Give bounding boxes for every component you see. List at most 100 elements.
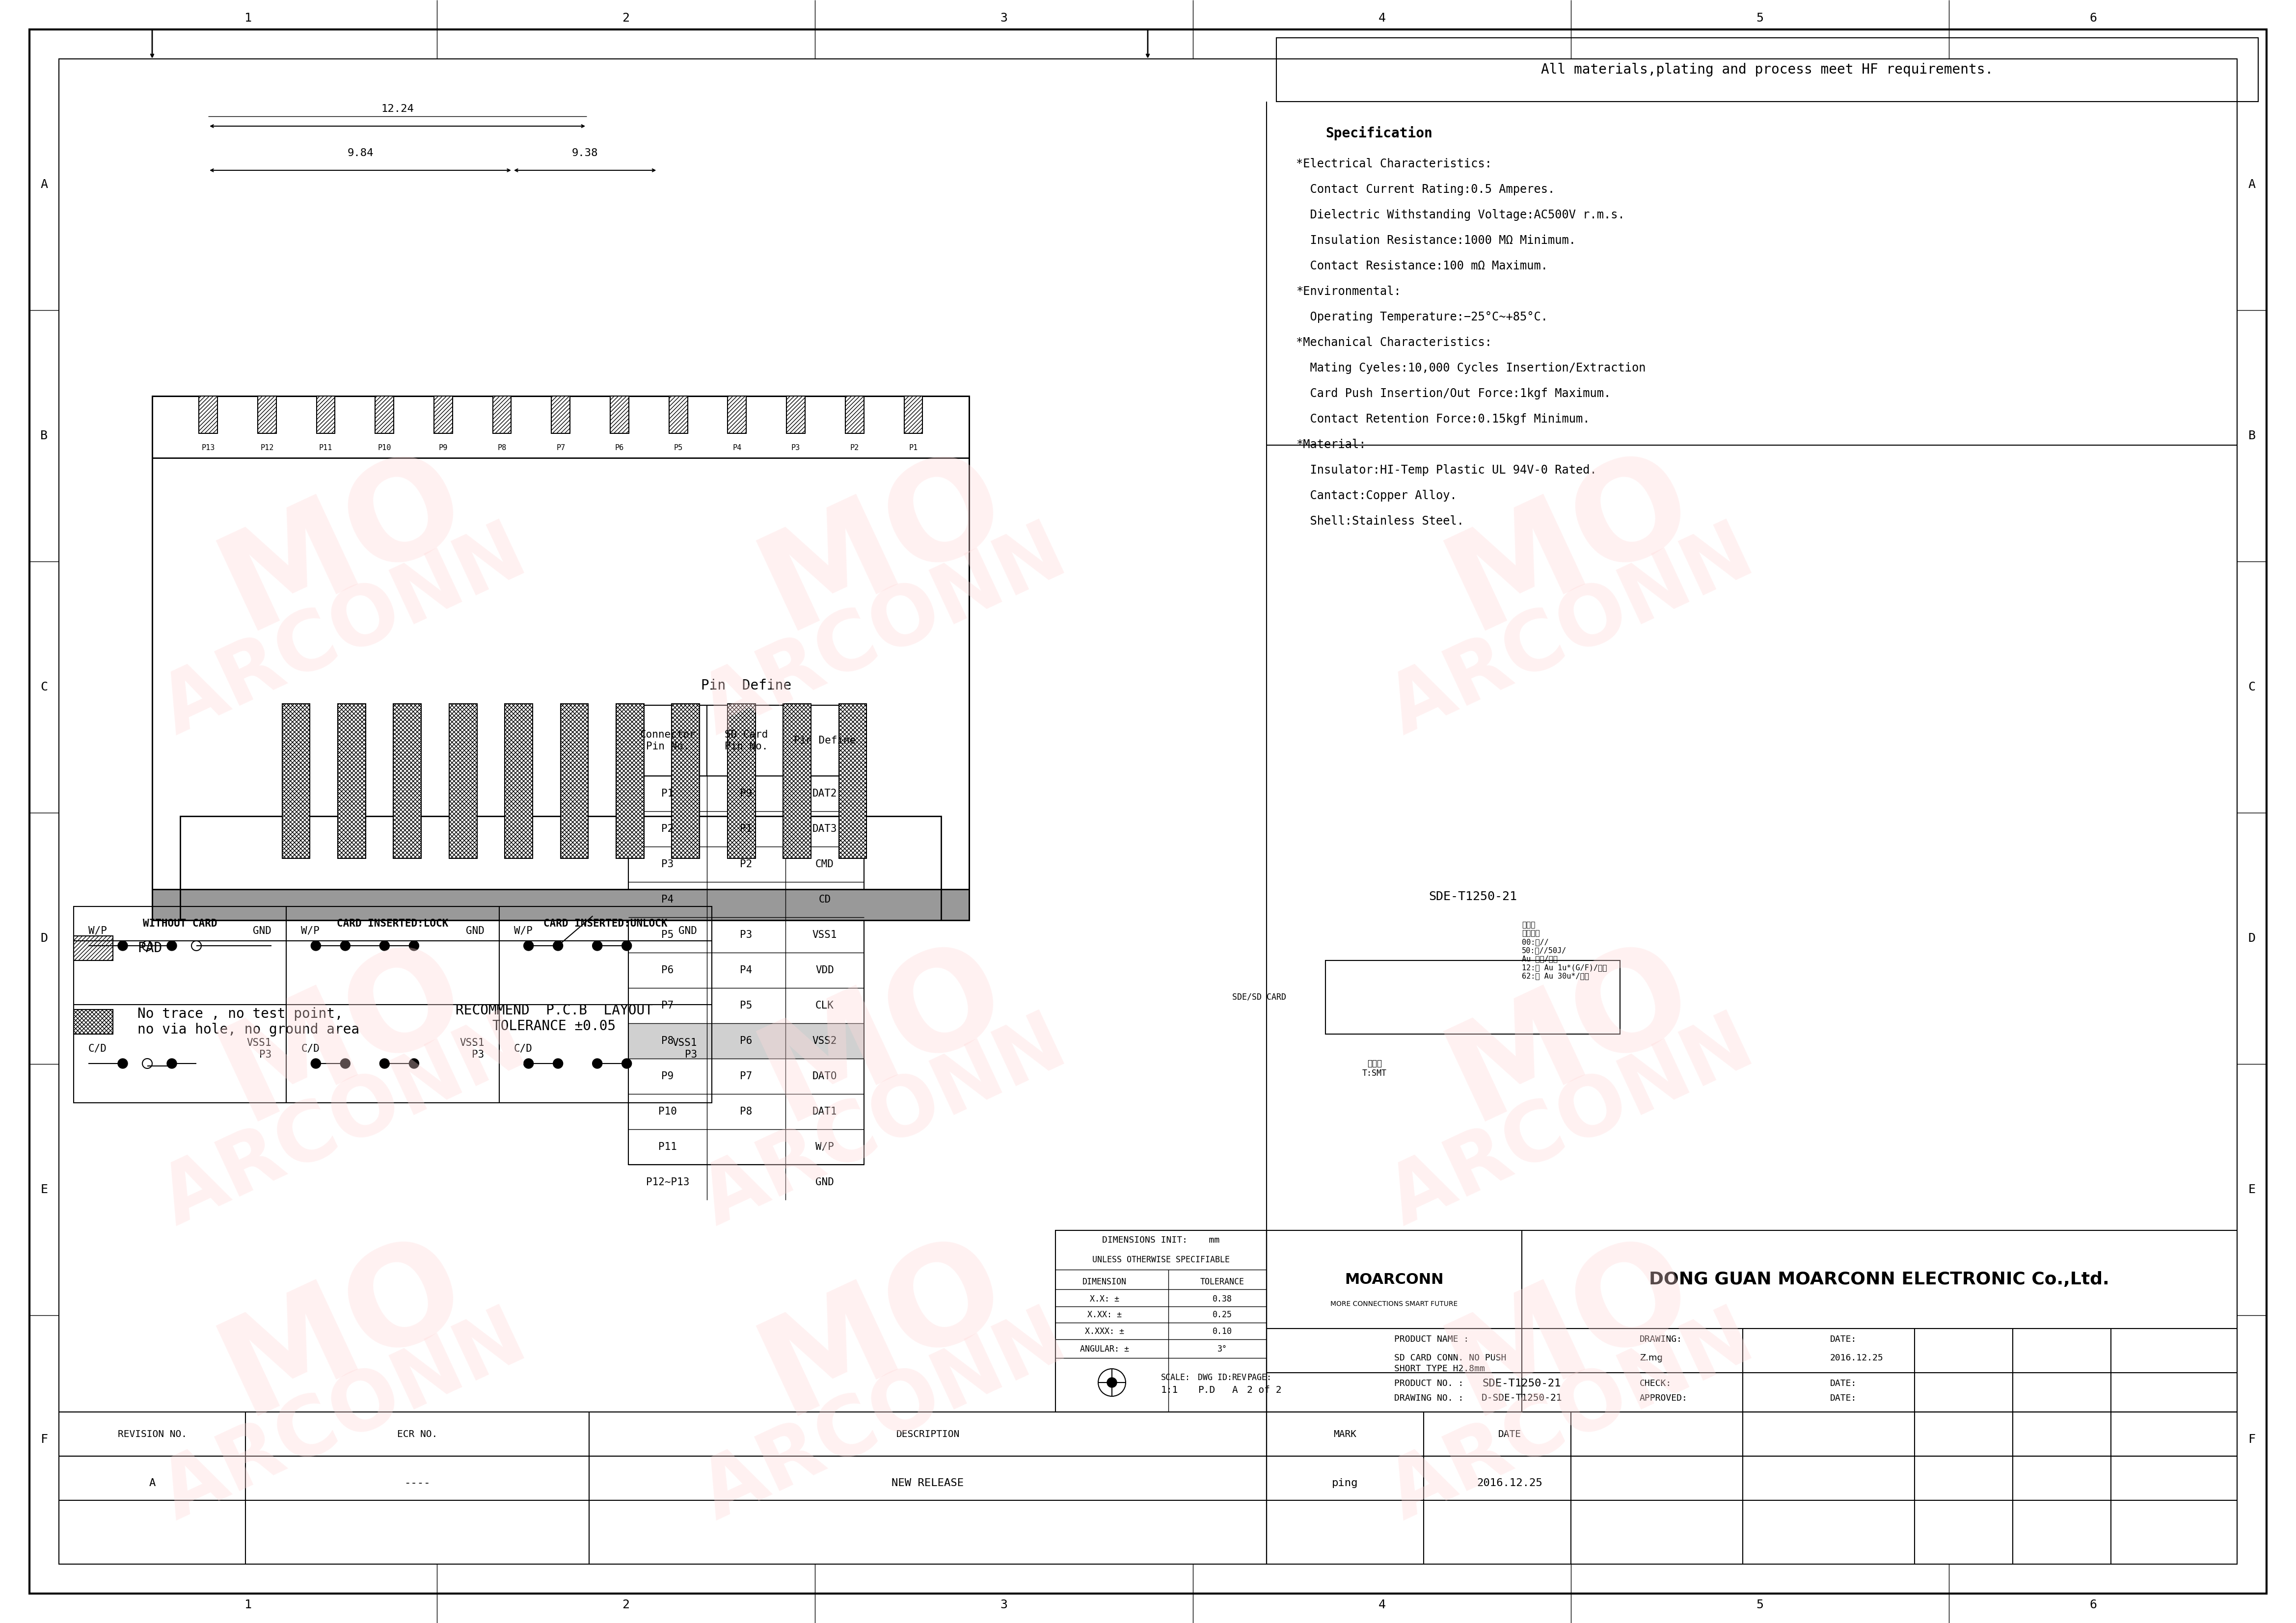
Text: 6: 6 [2089, 1599, 2096, 1610]
Text: DATE:: DATE: [1830, 1334, 1857, 1344]
Text: ARCONN: ARCONN [689, 1003, 1079, 1242]
Text: ----: ---- [404, 1479, 429, 1488]
Text: P4: P4 [739, 966, 753, 975]
Text: GND: GND [466, 927, 484, 936]
Bar [494, 396, 512, 433]
Text: Shell:Stainless Steel.: Shell:Stainless Steel. [1295, 516, 1465, 527]
Bar [152, 396, 969, 920]
Text: SD Card
Pin No.: SD Card Pin No. [726, 730, 767, 751]
Text: ARCONN: ARCONN [149, 1298, 540, 1535]
Circle shape [379, 941, 390, 951]
Text: All materials,plating and process meet HF requirements.: All materials,plating and process meet H… [1541, 63, 1993, 76]
Text: P7: P7 [556, 445, 565, 451]
Bar [560, 704, 588, 859]
Text: A: A [1233, 1384, 1238, 1394]
Bar [611, 396, 629, 433]
Text: REV:: REV: [1233, 1373, 1251, 1383]
Text: P9: P9 [661, 1071, 673, 1081]
Text: ARCONN: ARCONN [689, 1298, 1079, 1535]
Text: CMD: CMD [815, 859, 833, 870]
Circle shape [592, 1058, 602, 1068]
Text: P7: P7 [739, 1071, 753, 1081]
Text: 2016.12.25: 2016.12.25 [1830, 1354, 1883, 1362]
Text: WITHOUT CARD: WITHOUT CARD [142, 919, 218, 928]
Text: 3: 3 [1001, 1599, 1008, 1610]
Text: SDE-T1250-21: SDE-T1250-21 [1428, 891, 1518, 902]
Bar [73, 1010, 113, 1034]
Bar [1325, 961, 1621, 1034]
Bar [338, 704, 365, 859]
Text: 9.84: 9.84 [347, 148, 374, 157]
Text: A: A [2248, 179, 2255, 190]
Circle shape [553, 941, 563, 951]
Text: REVISION NO.: REVISION NO. [117, 1430, 186, 1438]
Bar [152, 458, 969, 889]
Bar [73, 936, 113, 961]
Text: VSS2: VSS2 [813, 1035, 838, 1045]
Circle shape [142, 1058, 152, 1068]
Text: VSS1
P3: VSS1 P3 [673, 1039, 698, 1060]
Circle shape [310, 1058, 321, 1068]
Text: P12~P13: P12~P13 [645, 1177, 689, 1186]
Text: P4: P4 [732, 445, 742, 451]
Text: 12.24: 12.24 [381, 104, 413, 114]
Circle shape [622, 1058, 631, 1068]
Text: ARCONN: ARCONN [1375, 1003, 1766, 1242]
Text: E: E [2248, 1183, 2255, 1196]
Text: A: A [149, 1479, 156, 1488]
Text: B: B [41, 430, 48, 441]
Circle shape [592, 941, 602, 951]
Circle shape [117, 1058, 129, 1068]
Bar [257, 396, 276, 433]
Text: Z.mg: Z.mg [1639, 1354, 1662, 1362]
Text: VSS1: VSS1 [813, 930, 838, 940]
Text: MO: MO [202, 430, 487, 656]
Text: 2 of 2: 2 of 2 [1247, 1384, 1281, 1394]
Bar [728, 396, 746, 433]
Text: ARCONN: ARCONN [149, 513, 540, 751]
Text: 4: 4 [1378, 13, 1384, 24]
Text: P4: P4 [661, 894, 673, 904]
Bar [434, 396, 452, 433]
Text: PRODUCT NO. :: PRODUCT NO. : [1394, 1380, 1463, 1388]
Bar [505, 704, 533, 859]
Text: ping: ping [1332, 1479, 1359, 1488]
Text: C/D: C/D [301, 1044, 319, 1053]
Text: NEW RELEASE: NEW RELEASE [891, 1479, 964, 1488]
Text: A: A [41, 179, 48, 190]
Text: D: D [41, 933, 48, 945]
Text: MORE CONNECTIONS SMART FUTURE: MORE CONNECTIONS SMART FUTURE [1332, 1300, 1458, 1308]
Text: P3: P3 [792, 445, 801, 451]
Bar [338, 704, 365, 859]
Text: DWG ID:: DWG ID: [1199, 1373, 1233, 1383]
Text: P6: P6 [739, 1035, 753, 1045]
Bar [450, 704, 478, 859]
Circle shape [142, 941, 152, 951]
Text: C: C [2248, 682, 2255, 693]
Text: 5: 5 [1756, 13, 1763, 24]
Bar [551, 396, 569, 433]
Bar [673, 704, 700, 859]
Text: P12: P12 [259, 445, 273, 451]
Bar [728, 704, 755, 859]
Text: No trace , no test point,
no via hole, no ground area: No trace , no test point, no via hole, n… [138, 1006, 360, 1037]
Text: MO: MO [1428, 430, 1713, 656]
Text: P5: P5 [673, 445, 682, 451]
Text: 4: 4 [1378, 1599, 1384, 1610]
Bar [560, 704, 588, 859]
Text: SD CARD CONN. NO PUSH: SD CARD CONN. NO PUSH [1394, 1354, 1506, 1362]
Text: VDD: VDD [815, 966, 833, 975]
Text: P9: P9 [439, 445, 448, 451]
Text: Specification: Specification [1325, 127, 1433, 140]
Text: F: F [41, 1433, 48, 1446]
Bar [200, 396, 218, 433]
Text: Operating Temperature:−25°C~+85°C.: Operating Temperature:−25°C~+85°C. [1295, 312, 1548, 323]
Bar [845, 396, 863, 433]
Text: 0.25: 0.25 [1212, 1310, 1233, 1319]
Text: P2: P2 [739, 859, 753, 870]
Text: PRODUCT NAME :: PRODUCT NAME : [1394, 1334, 1469, 1344]
Text: DIMENSION: DIMENSION [1081, 1277, 1127, 1287]
Text: ECR NO.: ECR NO. [397, 1430, 439, 1438]
Bar [788, 396, 806, 433]
Bar [905, 396, 923, 433]
